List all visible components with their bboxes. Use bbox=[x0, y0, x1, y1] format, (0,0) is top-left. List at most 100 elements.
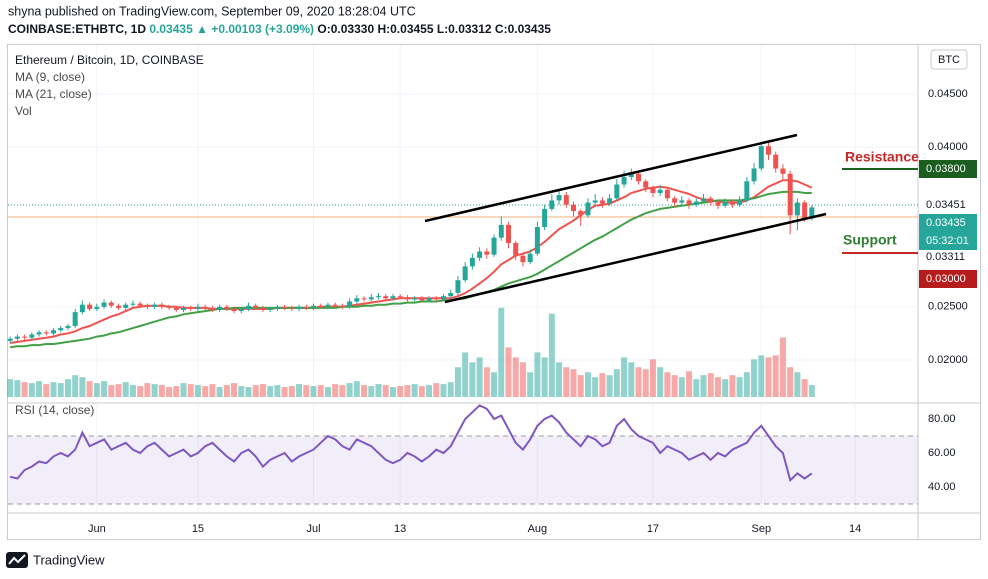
volume-bar bbox=[808, 385, 815, 397]
volume-bar bbox=[418, 386, 425, 397]
candle-body bbox=[397, 296, 403, 298]
currency-button[interactable] bbox=[930, 49, 968, 70]
volume-bar bbox=[447, 382, 454, 397]
candle-body bbox=[599, 200, 605, 204]
volume-bar bbox=[570, 369, 577, 397]
volume-bar bbox=[498, 307, 505, 397]
price-label-box bbox=[919, 160, 977, 178]
rsi-tick-label: 80.00 bbox=[928, 413, 956, 425]
rsi-tick-label: 40.00 bbox=[928, 481, 956, 493]
candle-body bbox=[527, 253, 533, 263]
volume-bar bbox=[700, 375, 707, 397]
candle-body bbox=[729, 201, 735, 205]
candle-body bbox=[87, 304, 93, 309]
candle-body bbox=[354, 298, 360, 302]
candle-body bbox=[159, 304, 165, 307]
candle-body bbox=[571, 204, 576, 212]
volume-bar bbox=[129, 385, 136, 397]
candle-body bbox=[79, 304, 85, 313]
candle-body bbox=[7, 338, 13, 341]
price-label: 0.03800 bbox=[926, 163, 966, 175]
volume-bar bbox=[476, 357, 483, 397]
volume-bar bbox=[28, 383, 35, 397]
candle-body bbox=[325, 304, 331, 307]
symbol-line: COINBASE:ETHBTC, 1D 0.03435 ▲ +0.00103 (… bbox=[8, 22, 551, 36]
candle-body bbox=[332, 304, 338, 306]
volume-bar bbox=[137, 386, 144, 397]
volume-bar bbox=[534, 352, 541, 397]
candle-body bbox=[368, 297, 374, 300]
y-tick-label: 0.02000 bbox=[928, 354, 968, 366]
x-tick-label: Sep bbox=[751, 523, 771, 535]
volume-bar bbox=[14, 380, 21, 397]
candle-body bbox=[166, 306, 172, 308]
volume-bar bbox=[606, 375, 613, 397]
legend-vol: Vol bbox=[15, 104, 32, 118]
volume-bar bbox=[664, 372, 671, 397]
volume-bar bbox=[556, 362, 563, 397]
volume-bar bbox=[678, 377, 685, 397]
volume-bar bbox=[317, 385, 324, 397]
candle-body bbox=[563, 195, 569, 205]
volume-bar bbox=[151, 384, 158, 397]
logo-mark bbox=[8, 554, 26, 565]
volume-bar bbox=[310, 386, 317, 397]
candle-body bbox=[751, 168, 757, 182]
volume-bar bbox=[209, 384, 216, 397]
volume-bar bbox=[404, 385, 411, 397]
legend-ma21: MA (21, close) bbox=[15, 87, 92, 101]
tradingview-logo: TradingView bbox=[6, 552, 105, 568]
volume-bar bbox=[527, 372, 534, 397]
symbol: COINBASE:ETHBTC, 1D bbox=[8, 22, 146, 36]
volume-bar bbox=[50, 382, 57, 397]
volume-bar bbox=[462, 352, 469, 397]
rsi-tick-label: 60.00 bbox=[928, 447, 956, 459]
candle-body bbox=[43, 332, 49, 334]
support-label: Support bbox=[843, 232, 897, 248]
volume-bar bbox=[512, 357, 519, 397]
candle-body bbox=[238, 308, 244, 312]
volume-bar bbox=[794, 372, 801, 397]
volume-bar bbox=[36, 381, 43, 397]
price-label-box bbox=[919, 214, 977, 232]
candle-body bbox=[787, 173, 793, 216]
volume-bar bbox=[202, 386, 209, 397]
y-tick-label: 0.04500 bbox=[928, 88, 968, 100]
volume-bar bbox=[353, 381, 360, 397]
volume-bar bbox=[93, 383, 100, 397]
candle-body bbox=[282, 306, 288, 308]
candle-body bbox=[246, 305, 251, 309]
volume-bar bbox=[79, 377, 86, 397]
candle-body bbox=[679, 200, 685, 203]
candle-body bbox=[65, 325, 71, 329]
candle-body bbox=[585, 202, 591, 216]
candle-body bbox=[339, 305, 345, 307]
volume-bar bbox=[267, 386, 274, 397]
rsi-band bbox=[8, 435, 918, 505]
x-tick-label: Jun bbox=[88, 523, 106, 535]
candle-body bbox=[318, 305, 324, 307]
volume-bar bbox=[173, 386, 180, 397]
candle-body bbox=[14, 336, 20, 339]
rsi-line bbox=[9, 404, 813, 483]
candle-body bbox=[58, 328, 64, 331]
candle-body bbox=[144, 305, 150, 307]
volume-bar bbox=[187, 384, 194, 397]
x-tick-label: 15 bbox=[192, 523, 204, 535]
channel-top bbox=[424, 133, 798, 223]
volume bbox=[7, 307, 815, 397]
volume-bar bbox=[288, 386, 295, 397]
candle-body bbox=[672, 198, 678, 203]
candle-body bbox=[289, 307, 295, 309]
candle-body bbox=[123, 304, 129, 308]
volume-bar bbox=[180, 383, 187, 397]
volume-bar bbox=[649, 359, 656, 397]
volume-bar bbox=[541, 357, 548, 397]
candle-body bbox=[108, 302, 114, 306]
candle-body bbox=[36, 332, 42, 335]
candles bbox=[7, 141, 815, 343]
candle-body bbox=[708, 198, 714, 203]
volume-bar bbox=[223, 385, 230, 397]
candle-body bbox=[744, 181, 750, 201]
volume-bar bbox=[361, 385, 368, 397]
